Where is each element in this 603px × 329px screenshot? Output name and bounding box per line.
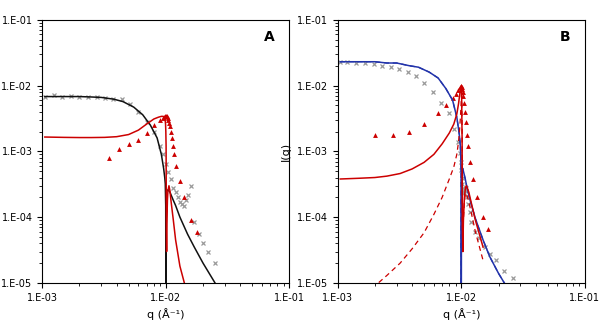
Text: B: B	[560, 30, 570, 44]
X-axis label: q (Å⁻¹): q (Å⁻¹)	[147, 308, 185, 320]
Y-axis label: I(q): I(q)	[281, 142, 291, 161]
X-axis label: q (Å⁻¹): q (Å⁻¹)	[443, 308, 480, 320]
Text: A: A	[264, 30, 275, 44]
